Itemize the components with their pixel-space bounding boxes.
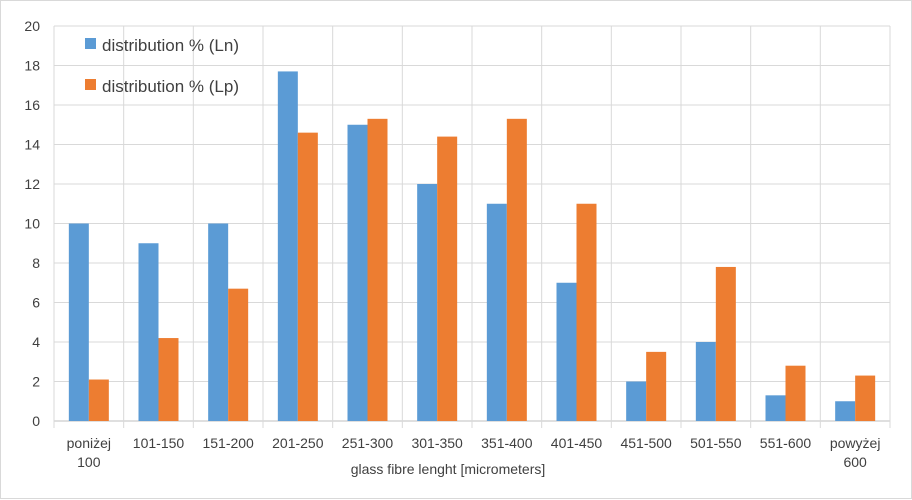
x-tick-label: 551-600: [760, 435, 812, 451]
bar-ln: [626, 381, 647, 421]
y-tick-label: 10: [24, 216, 40, 232]
y-tick-label: 18: [24, 58, 40, 74]
bar-ln: [486, 203, 507, 421]
bar-ln: [208, 223, 229, 421]
x-tick-label: poniżej: [67, 435, 111, 451]
bar-lp: [367, 118, 388, 421]
y-tick-label: 12: [24, 176, 40, 192]
bar-ln: [417, 184, 438, 421]
gridlines: [53, 25, 891, 428]
y-tick-label: 16: [24, 97, 40, 113]
bar-lp: [88, 379, 109, 421]
y-tick-label: 8: [32, 255, 40, 271]
x-tick-label: powyżej: [830, 435, 881, 451]
x-tick-label: 501-550: [690, 435, 742, 451]
y-tick-label: 6: [32, 295, 40, 311]
bar-lp: [158, 338, 179, 421]
bar-lp: [715, 266, 736, 421]
bar-ln: [556, 282, 577, 421]
legend-swatch: [85, 79, 96, 90]
x-axis-title: glass fibre lenght [micrometers]: [351, 461, 546, 477]
bar-ln: [765, 395, 786, 421]
y-tick-label: 2: [32, 374, 40, 390]
x-tick-label: 251-300: [342, 435, 394, 451]
bar-lp: [576, 203, 597, 421]
x-tick-label: 201-250: [272, 435, 324, 451]
bar-lp: [297, 132, 318, 421]
bar-lp: [785, 365, 806, 421]
x-tick-label: 301-350: [411, 435, 463, 451]
y-tick-label: 20: [24, 18, 40, 34]
legend-swatch: [85, 38, 96, 49]
x-tick-label: 401-450: [551, 435, 603, 451]
bar-ln: [347, 124, 368, 421]
bar-ln: [695, 342, 716, 421]
y-tick-label: 0: [32, 413, 40, 429]
x-tick-label: 101-150: [133, 435, 185, 451]
x-tick-label: 151-200: [202, 435, 254, 451]
bar-lp: [437, 136, 458, 421]
bar-lp: [855, 375, 876, 421]
bar-lp: [506, 118, 527, 421]
x-tick-label: 351-400: [481, 435, 533, 451]
legend-label: distribution % (Lp): [102, 77, 239, 96]
bar-ln: [835, 401, 856, 421]
x-tick-label: 600: [843, 454, 867, 470]
y-tick-label: 4: [32, 334, 40, 350]
bar-ln: [68, 223, 89, 421]
axes: 0 2 4 6 8 10 12 14 16 18 20 poniżej 100 101-150 151-20…: [24, 18, 880, 470]
bars: [68, 71, 876, 422]
bar-lp: [228, 288, 249, 421]
x-tick-label: 100: [77, 454, 101, 470]
legend: distribution % (Ln) distribution % (Lp): [85, 36, 239, 96]
x-tick-label: 451-500: [620, 435, 672, 451]
bar-ln: [277, 71, 298, 422]
bar-lp: [646, 351, 667, 421]
y-tick-label: 14: [24, 137, 40, 153]
bar-ln: [138, 243, 159, 421]
legend-label: distribution % (Ln): [102, 36, 239, 55]
